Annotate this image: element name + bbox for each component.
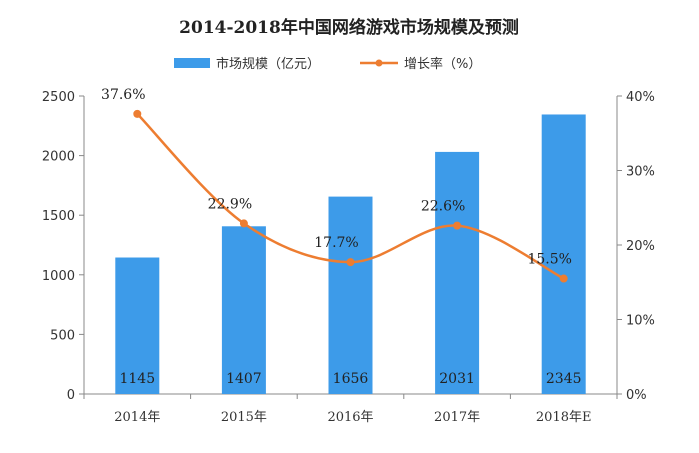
y-left-tick-label: 2000 xyxy=(42,150,75,165)
y-right-tick-label: 0% xyxy=(626,388,647,403)
growth-point xyxy=(559,274,568,283)
legend-line-marker xyxy=(375,59,383,67)
y-left-tick-label: 500 xyxy=(50,328,75,343)
bar xyxy=(221,226,266,394)
bar xyxy=(115,257,160,394)
growth-point xyxy=(133,109,142,118)
bar-value-label: 1656 xyxy=(333,371,369,387)
bar-value-label: 2345 xyxy=(546,371,582,387)
x-tick-label: 2016年 xyxy=(327,410,373,425)
x-tick-label: 2018年E xyxy=(536,410,592,425)
growth-point xyxy=(239,219,248,228)
y-right-tick-label: 10% xyxy=(626,314,655,329)
bar-value-label: 2031 xyxy=(439,371,475,387)
chart-title: 2014-2018年中国网络游戏市场规模及预测 xyxy=(179,17,519,38)
bar-value-label: 1145 xyxy=(119,371,155,387)
bar xyxy=(328,196,373,394)
y-left-tick-label: 1500 xyxy=(42,209,75,224)
y-right-tick-label: 20% xyxy=(626,239,655,254)
bar-value-label: 1407 xyxy=(226,371,262,387)
bar xyxy=(435,151,480,394)
x-tick-label: 2015年 xyxy=(221,410,267,425)
legend-bar-label: 市场规模（亿元） xyxy=(216,56,320,72)
y-left-tick-label: 1000 xyxy=(42,269,75,284)
growth-line xyxy=(133,109,568,283)
y-right-tick-label: 40% xyxy=(626,90,655,105)
data-labels: 1145 1407 1656 2031 2345 37.6% 22.9% 17.7% 22.6%… xyxy=(101,87,581,387)
growth-point xyxy=(346,258,355,267)
legend-line-label: 增长率（%） xyxy=(404,56,481,72)
growth-value-label: 15.5% xyxy=(527,252,571,268)
growth-value-label: 37.6% xyxy=(101,87,145,103)
legend: 市场规模（亿元） 增长率（%） xyxy=(174,56,481,72)
axes: 0 500 1000 1500 2000 2500 0% 10% 20% 30% 40% 2014年 2… xyxy=(42,90,655,425)
growth-point xyxy=(453,221,462,230)
x-tick-label: 2017年 xyxy=(434,410,480,425)
x-tick-label: 2014年 xyxy=(114,410,160,425)
growth-value-label: 22.9% xyxy=(208,196,252,212)
y-right-tick-label: 30% xyxy=(626,165,655,180)
y-left-tick-label: 0 xyxy=(67,388,75,403)
bars xyxy=(115,114,586,394)
growth-value-label: 17.7% xyxy=(314,235,358,251)
legend-bar-swatch xyxy=(174,58,210,68)
growth-value-label: 22.6% xyxy=(421,199,465,215)
bar xyxy=(541,114,586,394)
y-left-tick-label: 2500 xyxy=(42,90,75,105)
